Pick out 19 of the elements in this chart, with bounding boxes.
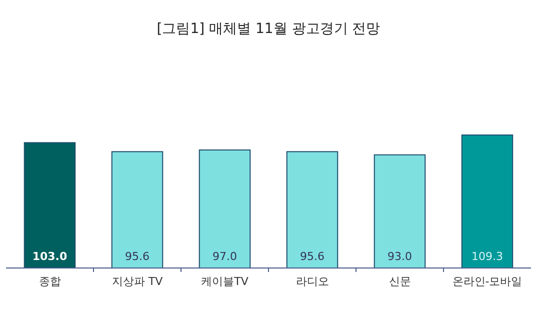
data-label: 109.3 bbox=[472, 250, 503, 263]
bar bbox=[374, 154, 426, 268]
data-label: 97.0 bbox=[212, 250, 237, 263]
data-label: 93.0 bbox=[388, 250, 412, 263]
x-tick-label: 종합 bbox=[38, 275, 61, 288]
x-tick-label: 지상파 TV bbox=[112, 275, 164, 288]
data-label: 103.0 bbox=[32, 250, 68, 263]
bar bbox=[286, 151, 338, 268]
x-tick-label: 라디오 bbox=[296, 275, 329, 288]
data-label: 95.6 bbox=[125, 250, 150, 263]
bar bbox=[24, 142, 76, 268]
data-label: 95.6 bbox=[300, 250, 324, 263]
bar bbox=[461, 134, 514, 268]
x-tick-label: 온라인-모바일 bbox=[452, 275, 522, 288]
x-tick-label: 케이블TV bbox=[201, 275, 249, 288]
x-tick-label: 신문 bbox=[388, 275, 411, 288]
bar bbox=[111, 151, 164, 268]
chart-title: [그림1] 매체별 11월 광고경기 전망 bbox=[156, 21, 380, 37]
bar bbox=[198, 149, 251, 268]
